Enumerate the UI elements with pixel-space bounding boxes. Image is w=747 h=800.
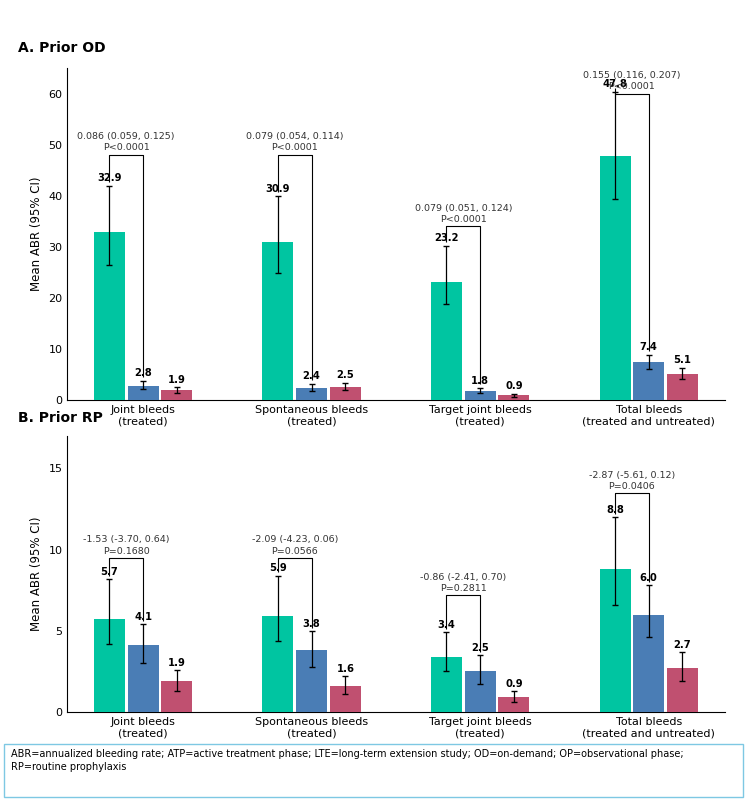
Text: 8.8: 8.8 [606, 505, 624, 515]
Legend: RP during OP (n=83), Marstacimab during ATP (n=83), Marstacimab during LTE (n=58: RP during OP (n=83), Marstacimab during … [129, 772, 663, 790]
Text: 3.4: 3.4 [438, 620, 456, 630]
Text: 23.2: 23.2 [434, 233, 459, 243]
Text: 1.9: 1.9 [168, 374, 186, 385]
Bar [633, 362, 664, 400]
Y-axis label: Mean ABR (95% CI): Mean ABR (95% CI) [30, 517, 43, 631]
Text: 0.079 (0.051, 0.124)
P<0.0001: 0.079 (0.051, 0.124) P<0.0001 [415, 203, 512, 224]
Text: 1.8: 1.8 [471, 375, 489, 386]
Text: 2.8: 2.8 [134, 369, 152, 378]
Text: A. Prior OD: A. Prior OD [18, 41, 105, 54]
Bar [431, 657, 462, 712]
Text: 1.9: 1.9 [168, 658, 186, 667]
Text: -2.09 (-4.23, 0.06)
P=0.0566: -2.09 (-4.23, 0.06) P=0.0566 [252, 535, 338, 555]
Text: ABR=annualized bleeding rate; ATP=active treatment phase; LTE=long-term extensio: ABR=annualized bleeding rate; ATP=active… [11, 749, 684, 772]
Bar [667, 668, 698, 712]
Bar [498, 395, 530, 400]
Text: 32.9: 32.9 [97, 174, 122, 183]
Y-axis label: Mean ABR (95% CI): Mean ABR (95% CI) [30, 177, 43, 291]
Text: 1.6: 1.6 [336, 664, 354, 674]
Bar [262, 616, 294, 712]
Bar [128, 386, 158, 400]
Bar [330, 686, 361, 712]
Text: 5.1: 5.1 [674, 355, 692, 365]
Text: 0.086 (0.059, 0.125)
P<0.0001: 0.086 (0.059, 0.125) P<0.0001 [78, 132, 175, 152]
Bar [465, 671, 496, 712]
Bar [633, 614, 664, 712]
Text: 0.155 (0.116, 0.207)
P<0.0001: 0.155 (0.116, 0.207) P<0.0001 [583, 70, 681, 91]
Text: 0.079 (0.054, 0.114)
P<0.0001: 0.079 (0.054, 0.114) P<0.0001 [246, 132, 344, 152]
Text: 4.1: 4.1 [134, 612, 152, 622]
Text: -0.86 (-2.41, 0.70)
P=0.2811: -0.86 (-2.41, 0.70) P=0.2811 [421, 573, 506, 593]
Bar [94, 232, 125, 400]
Text: 0.9: 0.9 [505, 382, 523, 391]
Text: 0.9: 0.9 [505, 678, 523, 689]
Bar [498, 698, 530, 712]
Bar [128, 646, 158, 712]
Bar [330, 387, 361, 400]
Text: 2.4: 2.4 [303, 371, 320, 381]
Text: 6.0: 6.0 [640, 573, 657, 583]
Bar [431, 282, 462, 400]
Text: 2.5: 2.5 [471, 643, 489, 653]
Legend: OD during OP (n=33), Marstacimab during ATP (n=33), Marstacimab during LTE (n=29: OD during OP (n=33), Marstacimab during … [128, 471, 664, 490]
Bar [161, 681, 192, 712]
Text: 2.7: 2.7 [674, 640, 691, 650]
Bar [94, 619, 125, 712]
Text: 5.9: 5.9 [269, 563, 287, 574]
Bar [262, 242, 294, 400]
Text: 47.8: 47.8 [603, 79, 627, 90]
FancyBboxPatch shape [4, 744, 743, 797]
Text: 3.8: 3.8 [303, 618, 320, 629]
Text: -2.87 (-5.61, 0.12)
P=0.0406: -2.87 (-5.61, 0.12) P=0.0406 [589, 470, 675, 490]
Bar [600, 569, 630, 712]
Text: B. Prior RP: B. Prior RP [18, 411, 103, 425]
Bar [465, 391, 496, 400]
Text: -1.53 (-3.70, 0.64)
P=0.1680: -1.53 (-3.70, 0.64) P=0.1680 [83, 535, 170, 555]
Text: 7.4: 7.4 [639, 342, 657, 352]
Bar [296, 650, 327, 712]
Bar [161, 390, 192, 400]
Text: 5.7: 5.7 [101, 566, 118, 577]
Text: Figure 3: ABR for bleed categories of participants with (A) prior OD and (B) pri: Figure 3: ABR for bleed categories of pa… [9, 13, 617, 26]
Text: 2.5: 2.5 [336, 370, 354, 381]
Bar [600, 156, 630, 400]
Bar [296, 388, 327, 400]
Bar [667, 374, 698, 400]
Text: 30.9: 30.9 [266, 183, 290, 194]
